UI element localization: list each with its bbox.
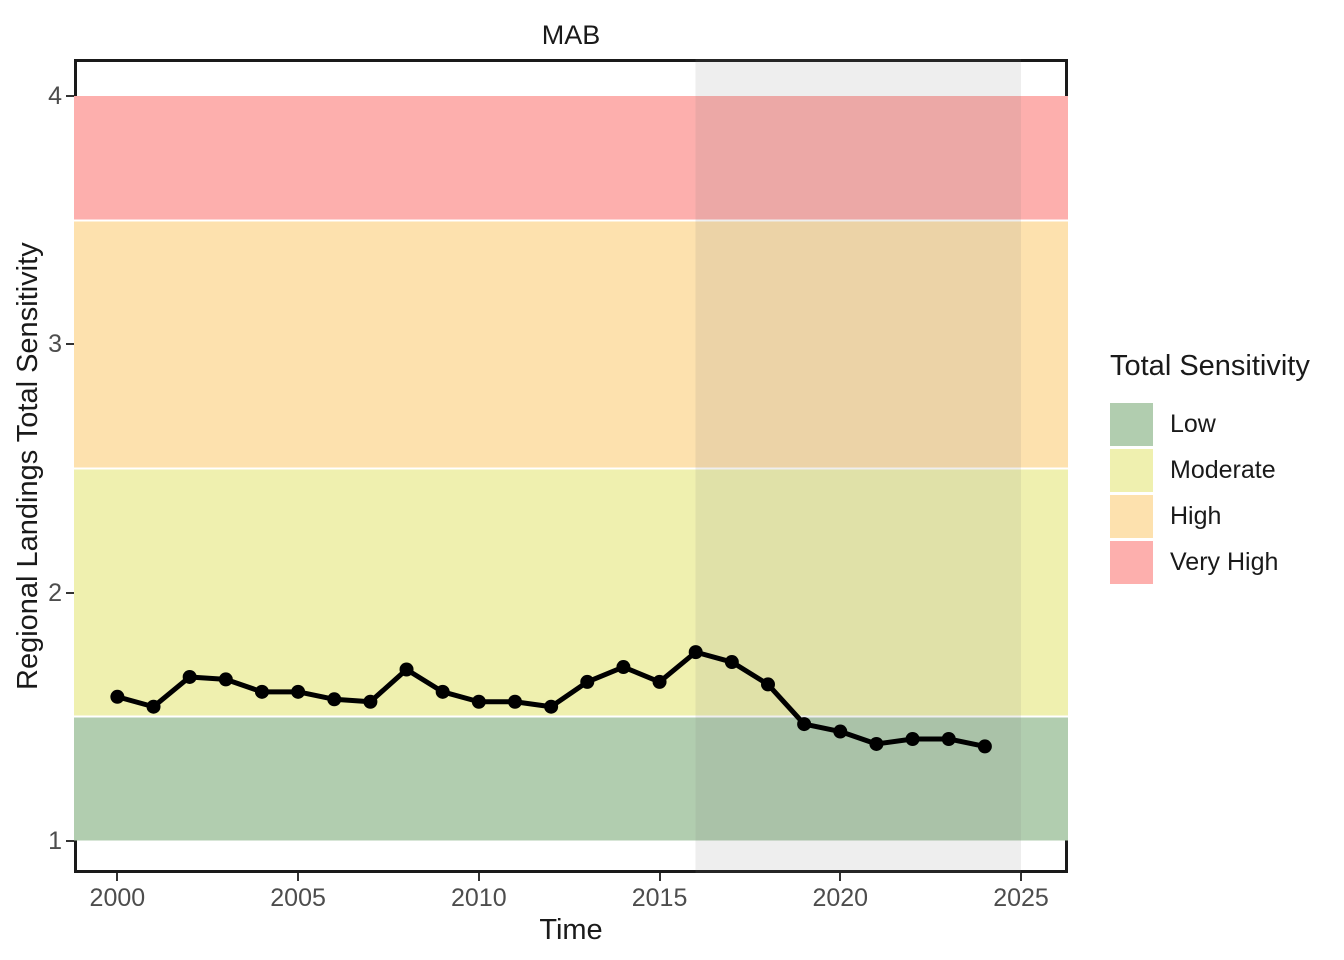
- legend-label: Very High: [1170, 548, 1279, 576]
- y-axis-title: Regional Landings Total Sensitivity: [12, 242, 44, 690]
- band-very-high: [74, 96, 1068, 221]
- y-tick-label: 4: [48, 82, 62, 111]
- data-point: [580, 674, 595, 689]
- legend-swatch-moderate: [1110, 449, 1153, 492]
- data-point: [146, 699, 161, 714]
- x-tick-mark: [297, 873, 300, 881]
- legend: Total Sensitivity Low Moderate High Very…: [1110, 350, 1310, 587]
- x-tick-label: 2010: [451, 884, 507, 912]
- data-point: [110, 689, 125, 704]
- y-tick-mark: [66, 95, 74, 98]
- x-tick-mark: [477, 873, 480, 881]
- x-axis-title: Time: [539, 914, 603, 946]
- legend-label: Moderate: [1170, 456, 1276, 484]
- legend-label: Low: [1170, 410, 1216, 438]
- y-tick-label: 3: [48, 330, 62, 359]
- legend-entry: Moderate: [1110, 449, 1310, 492]
- data-point: [182, 669, 197, 684]
- y-tick-label: 2: [48, 578, 62, 607]
- data-point: [327, 692, 342, 707]
- legend-entry: High: [1110, 495, 1310, 538]
- legend-swatch-high: [1110, 495, 1153, 538]
- x-tick-mark: [839, 873, 842, 881]
- band-separator: [74, 467, 1068, 470]
- data-point: [833, 724, 848, 739]
- band-separator: [74, 715, 1068, 718]
- data-point: [941, 731, 956, 746]
- data-point: [507, 694, 522, 709]
- data-point: [399, 662, 414, 677]
- data-point: [760, 677, 775, 692]
- data-point: [869, 736, 884, 751]
- plot-panel: [74, 59, 1068, 873]
- plot-area-svg: [74, 59, 1068, 873]
- band-moderate: [74, 468, 1068, 717]
- y-tick-mark: [66, 839, 74, 842]
- band-low: [74, 716, 1068, 841]
- legend-entry: Low: [1110, 403, 1310, 446]
- data-point: [471, 694, 486, 709]
- x-tick-label: 2025: [993, 884, 1049, 912]
- data-point: [905, 731, 920, 746]
- plot-title: MAB: [541, 20, 601, 50]
- y-tick-mark: [66, 343, 74, 346]
- data-point: [254, 684, 269, 699]
- data-point: [616, 660, 631, 675]
- band-high: [74, 220, 1068, 469]
- legend-label: High: [1170, 502, 1222, 530]
- x-tick-label: 2020: [812, 884, 869, 912]
- y-tick-mark: [66, 591, 74, 594]
- data-point: [363, 694, 378, 709]
- band-separator: [74, 219, 1068, 222]
- data-point: [291, 684, 306, 699]
- data-point: [544, 699, 559, 714]
- highlight-region: [695, 59, 1022, 873]
- y-tick-label: 1: [48, 826, 62, 855]
- data-point: [218, 672, 233, 687]
- legend-entry: Very High: [1110, 541, 1310, 584]
- data-point: [977, 739, 992, 754]
- legend-swatch-very-high: [1110, 541, 1153, 584]
- x-tick-mark: [658, 873, 661, 881]
- data-point: [797, 717, 812, 732]
- x-tick-label: 2000: [89, 884, 146, 912]
- legend-title: Total Sensitivity: [1110, 350, 1310, 382]
- legend-swatch-low: [1110, 403, 1153, 446]
- data-point: [724, 655, 739, 670]
- x-tick-label: 2015: [631, 884, 688, 912]
- data-point: [688, 645, 703, 660]
- x-tick-label: 2005: [270, 884, 326, 912]
- data-point: [652, 674, 667, 689]
- x-tick-mark: [1020, 873, 1022, 881]
- x-tick-mark: [116, 873, 119, 881]
- data-point: [435, 684, 450, 699]
